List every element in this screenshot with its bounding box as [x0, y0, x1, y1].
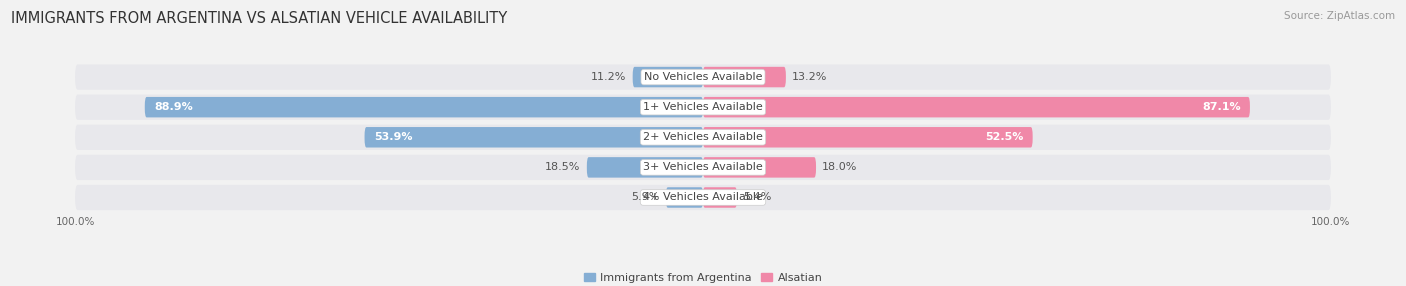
FancyBboxPatch shape: [703, 187, 737, 208]
Text: 3+ Vehicles Available: 3+ Vehicles Available: [643, 162, 763, 172]
Text: 13.2%: 13.2%: [792, 72, 828, 82]
FancyBboxPatch shape: [586, 157, 703, 178]
Text: 5.9%: 5.9%: [631, 192, 659, 202]
Text: Source: ZipAtlas.com: Source: ZipAtlas.com: [1284, 11, 1395, 21]
FancyBboxPatch shape: [75, 185, 1331, 210]
Text: 88.9%: 88.9%: [155, 102, 193, 112]
Text: 18.5%: 18.5%: [546, 162, 581, 172]
FancyBboxPatch shape: [703, 127, 1032, 148]
Text: 18.0%: 18.0%: [823, 162, 858, 172]
FancyBboxPatch shape: [703, 67, 786, 87]
FancyBboxPatch shape: [145, 97, 703, 118]
Text: 100.0%: 100.0%: [56, 217, 96, 227]
Text: 5.4%: 5.4%: [744, 192, 772, 202]
FancyBboxPatch shape: [703, 157, 815, 178]
Text: IMMIGRANTS FROM ARGENTINA VS ALSATIAN VEHICLE AVAILABILITY: IMMIGRANTS FROM ARGENTINA VS ALSATIAN VE…: [11, 11, 508, 26]
Text: 1+ Vehicles Available: 1+ Vehicles Available: [643, 102, 763, 112]
FancyBboxPatch shape: [75, 95, 1331, 120]
FancyBboxPatch shape: [364, 127, 703, 148]
FancyBboxPatch shape: [633, 67, 703, 87]
Text: 52.5%: 52.5%: [984, 132, 1024, 142]
FancyBboxPatch shape: [75, 64, 1331, 90]
Text: 53.9%: 53.9%: [374, 132, 412, 142]
Text: 4+ Vehicles Available: 4+ Vehicles Available: [643, 192, 763, 202]
Text: 2+ Vehicles Available: 2+ Vehicles Available: [643, 132, 763, 142]
FancyBboxPatch shape: [666, 187, 703, 208]
Text: No Vehicles Available: No Vehicles Available: [644, 72, 762, 82]
Text: 100.0%: 100.0%: [1310, 217, 1350, 227]
Text: 11.2%: 11.2%: [591, 72, 627, 82]
FancyBboxPatch shape: [75, 155, 1331, 180]
Text: 87.1%: 87.1%: [1202, 102, 1240, 112]
FancyBboxPatch shape: [703, 97, 1250, 118]
Legend: Immigrants from Argentina, Alsatian: Immigrants from Argentina, Alsatian: [583, 273, 823, 283]
FancyBboxPatch shape: [75, 125, 1331, 150]
